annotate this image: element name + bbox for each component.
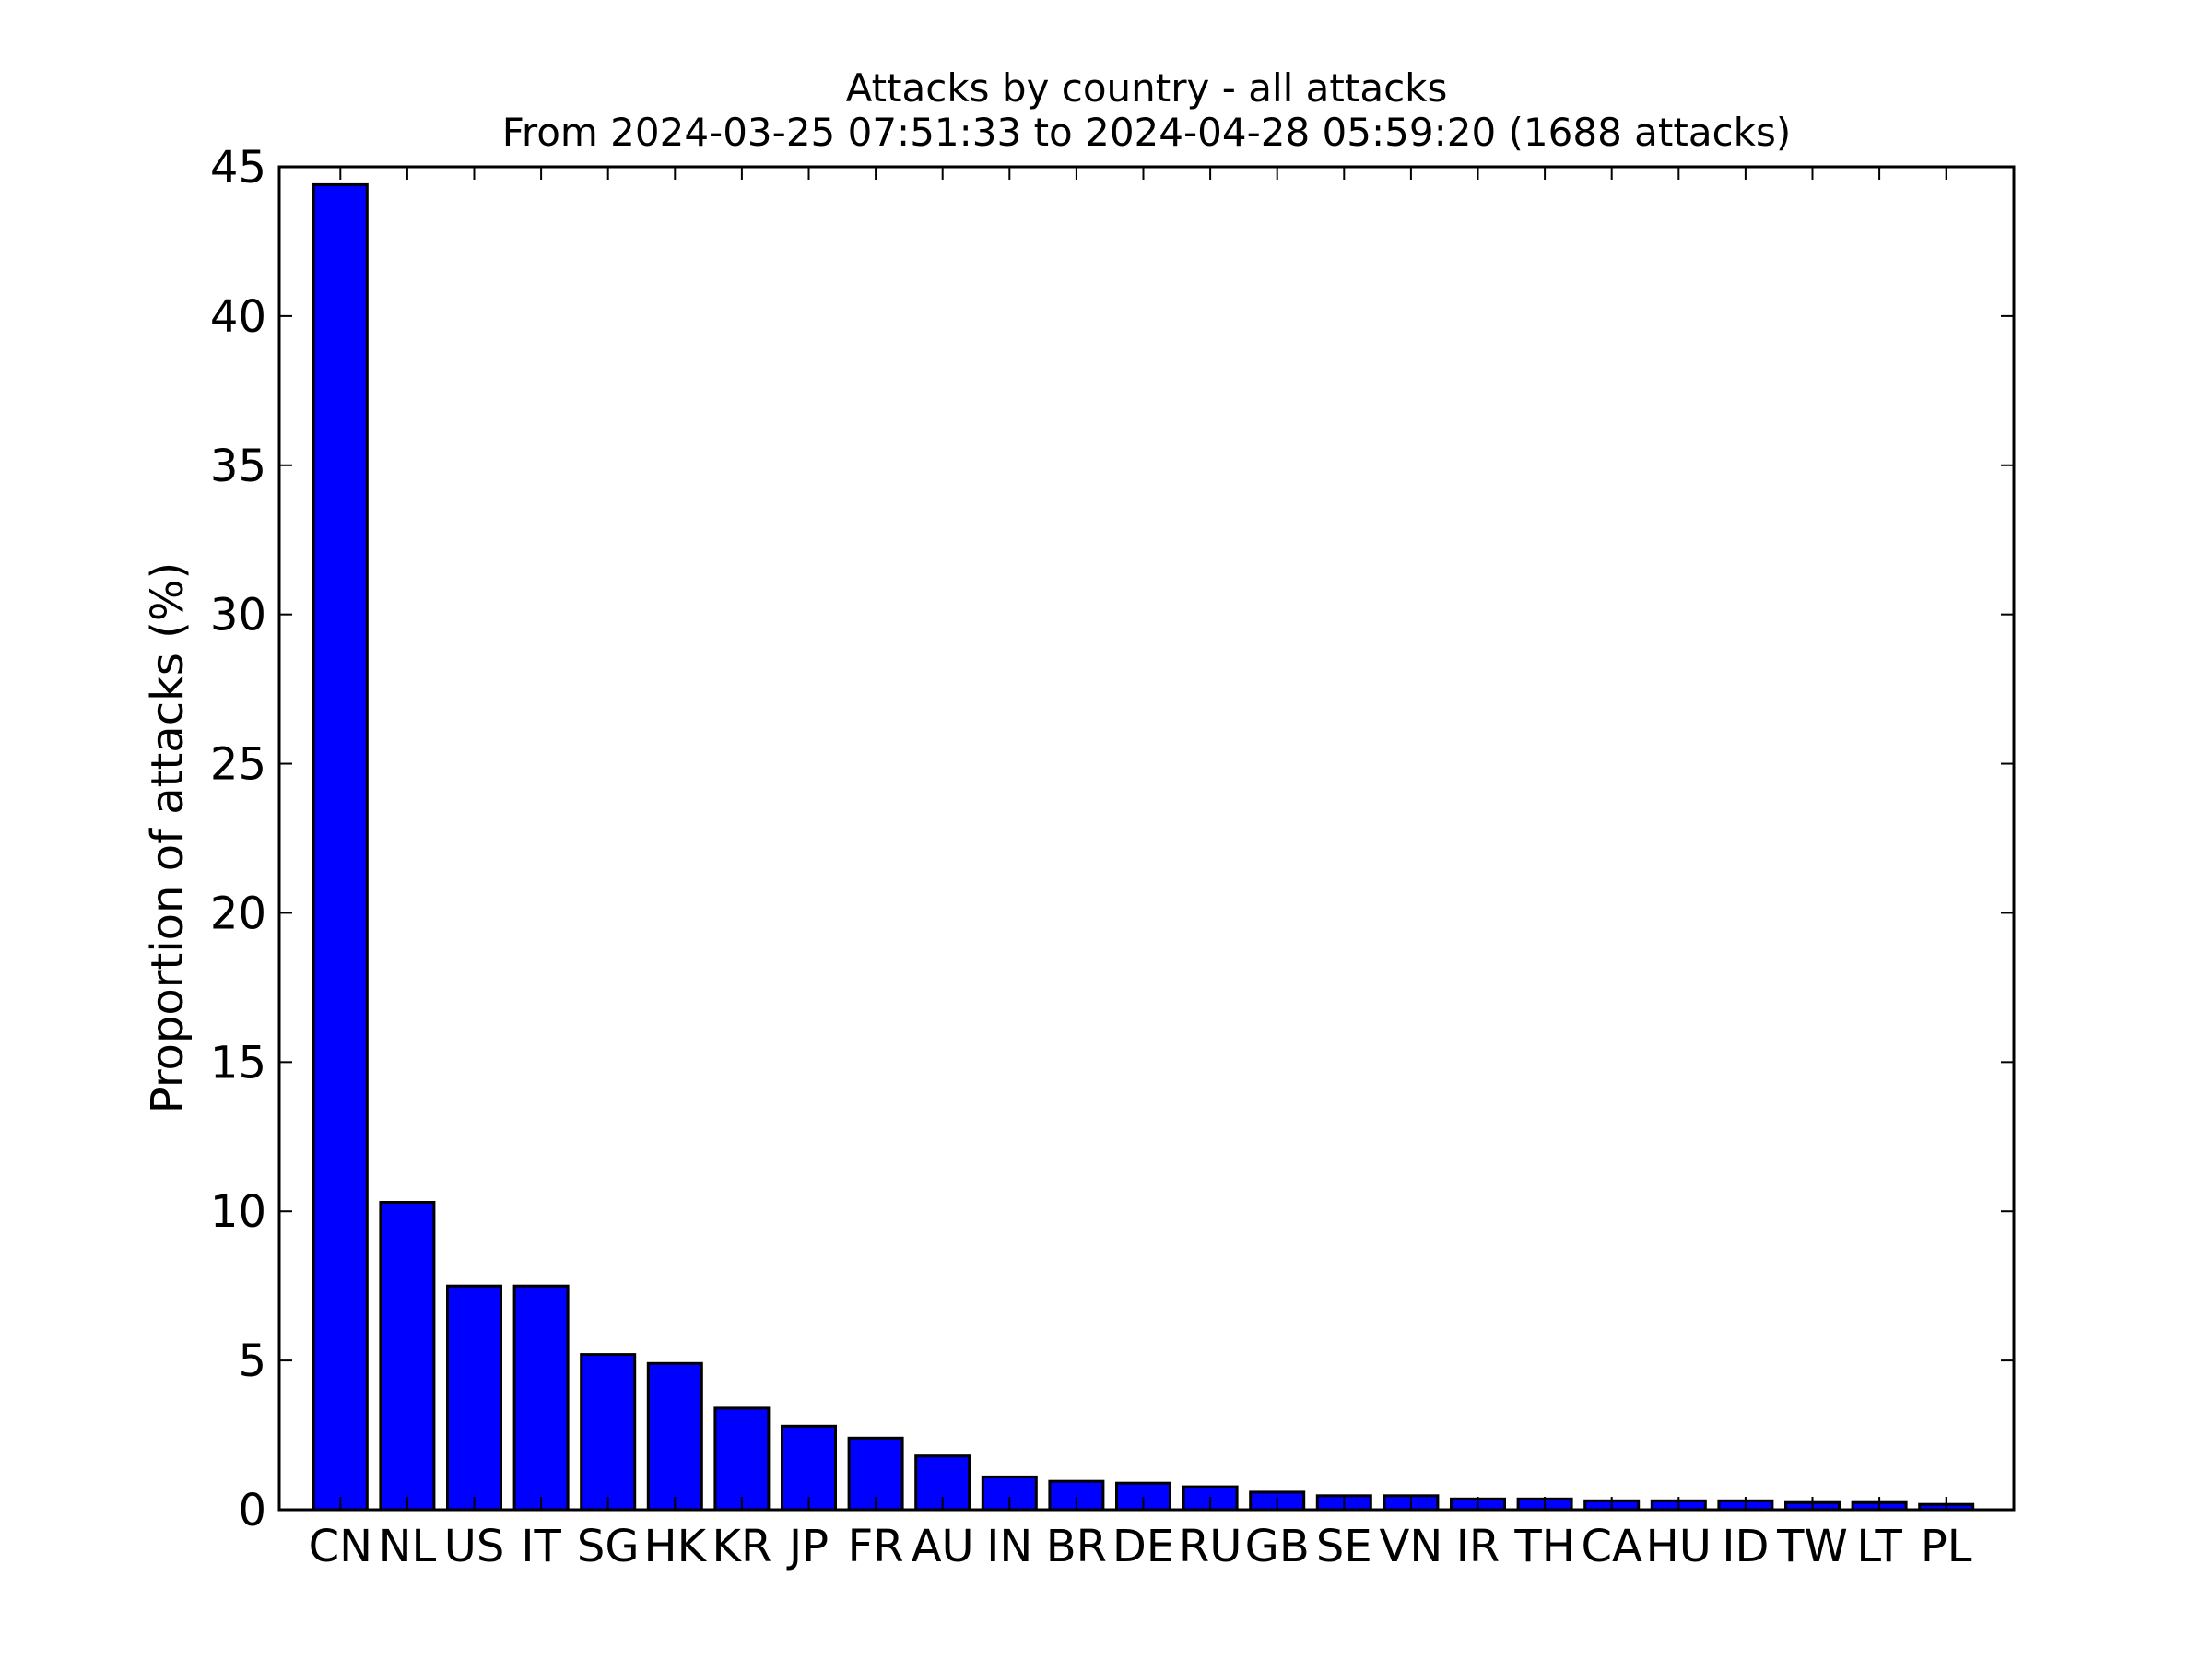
bar-hk <box>646 1361 703 1512</box>
y-tick-label-5: 5 <box>238 1335 266 1387</box>
x-tick-label-us: US <box>444 1521 505 1572</box>
chart-subtitle: From 2024-03-25 07:51:33 to 2024-04-28 0… <box>502 110 1791 155</box>
bar-it <box>512 1284 570 1512</box>
y-tick-label-0: 0 <box>238 1485 266 1536</box>
x-tick-label-th: TH <box>1513 1521 1574 1572</box>
x-tick-label-it: IT <box>521 1521 561 1572</box>
y-tick-label-25: 25 <box>210 739 266 791</box>
bar-cn <box>312 182 369 1512</box>
x-tick-label-au: AU <box>912 1521 974 1572</box>
bar-nl <box>379 1201 436 1512</box>
y-tick-label-35: 35 <box>210 441 266 492</box>
x-tick-label-gb: GB <box>1245 1521 1310 1572</box>
bar-us <box>446 1284 502 1512</box>
y-tick-label-40: 40 <box>210 291 266 343</box>
x-tick-label-lt: LT <box>1856 1521 1902 1572</box>
x-tick-label-cn: CN <box>309 1521 372 1572</box>
x-tick-label-pl: PL <box>1921 1521 1972 1572</box>
x-tick-label-hk: HK <box>644 1521 708 1572</box>
x-tick-label-de: DE <box>1112 1521 1174 1572</box>
x-tick-label-tw: TW <box>1776 1521 1848 1572</box>
x-tick-label-se: SE <box>1316 1521 1372 1572</box>
y-tick-label-30: 30 <box>210 590 266 641</box>
x-tick-label-jp: JP <box>786 1521 829 1572</box>
bar-sg <box>580 1353 637 1512</box>
x-tick-label-fr: FR <box>848 1521 904 1572</box>
x-tick-label-sg: SG <box>577 1521 640 1572</box>
chart-title: Attacks by country - all attacks <box>846 65 1448 111</box>
x-tick-label-in: IN <box>986 1521 1032 1572</box>
x-tick-label-ir: IR <box>1456 1521 1500 1572</box>
x-tick-label-id: ID <box>1722 1521 1769 1572</box>
y-tick-label-10: 10 <box>210 1186 266 1238</box>
y-axis-label: Proportion of attacks (%) <box>142 562 194 1113</box>
x-tick-label-br: BR <box>1046 1521 1107 1572</box>
x-tick-label-hu: HU <box>1646 1521 1712 1572</box>
bars-group <box>312 182 1975 1512</box>
y-tick-label-45: 45 <box>210 142 266 194</box>
x-tick-label-ca: CA <box>1582 1521 1643 1572</box>
bar-kr <box>713 1406 771 1512</box>
x-tick-label-nl: NL <box>379 1521 437 1572</box>
x-tick-label-ru: RU <box>1179 1521 1241 1572</box>
x-tick-label-vn: VN <box>1380 1521 1443 1572</box>
y-tick-labels: 0 5 10 15 20 25 30 35 40 45 <box>210 142 266 1536</box>
y-tick-label-20: 20 <box>210 888 266 939</box>
y-tick-label-15: 15 <box>210 1037 266 1088</box>
x-tick-label-kr: KR <box>712 1521 771 1572</box>
plot-area-frame <box>277 165 2016 1512</box>
x-tick-labels: CN NL US IT SG HK KR JP FR AU IN BR DE RU GB SE VN IR TH CA… <box>309 1521 1972 1572</box>
